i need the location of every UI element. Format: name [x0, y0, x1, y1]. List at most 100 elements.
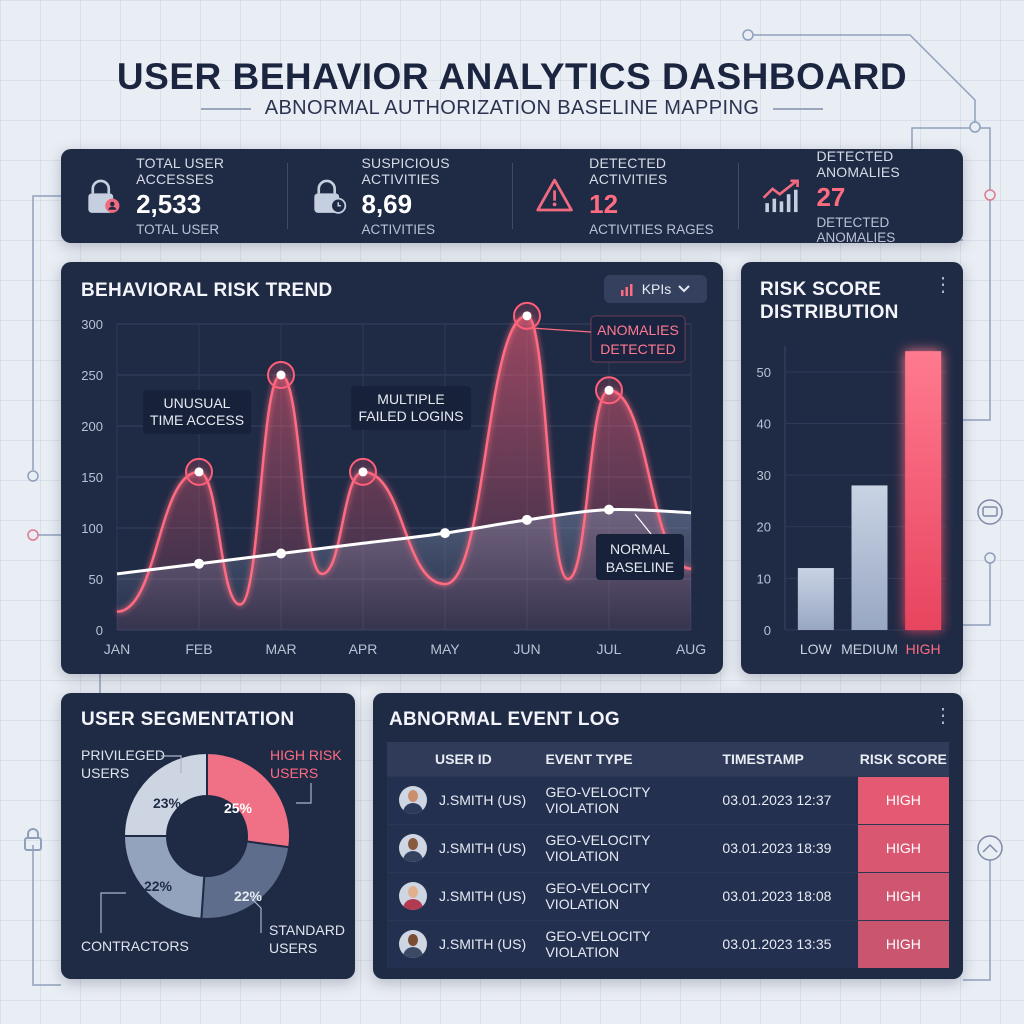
kpi-sub: ACTIVITIES	[361, 222, 435, 237]
kpi-label: DETECTED ACTIVITIES	[589, 155, 668, 187]
baseline-point	[604, 504, 614, 515]
avatar	[399, 786, 427, 814]
kpi-value: 27	[816, 181, 846, 212]
column-header-user-id[interactable]: USER ID	[387, 742, 534, 776]
baseline-point	[194, 558, 204, 569]
segment-label: USERS	[269, 940, 317, 956]
risk-distribution-panel: RISK SCORE DISTRIBUTION ⋮ 0 10 20 30 40 50 LO…	[741, 262, 963, 674]
x-tick-label: JUN	[513, 641, 540, 657]
segment-label: CONTRACTORS	[81, 938, 189, 954]
kpi-sub: DETECTED ANOMALIES	[816, 214, 896, 245]
table-row[interactable]: J.SMITH (US) GEO-VELOCITY VIOLATION 03.0…	[387, 823, 949, 872]
risk-trend-chart: 0 50 100 150 200 250 300 JAN FEB MAR APR MAY JUN JUL…	[81, 301, 706, 657]
x-tick-label: LOW	[800, 641, 833, 657]
avatar	[399, 930, 427, 959]
annotation-text: FAILED LOGINS	[358, 408, 463, 424]
table-row[interactable]: J.SMITH (US) GEO-VELOCITY VIOLATION 03.0…	[387, 871, 949, 920]
y-tick-label: 200	[81, 419, 103, 434]
risk-distribution-title-line: DISTRIBUTION	[760, 302, 899, 323]
kpi-label: DETECTED ANOMALIES	[816, 147, 900, 180]
segment-label: USERS	[81, 765, 129, 781]
anomaly-peak-point	[604, 385, 614, 395]
column-header-event-type[interactable]: EVENT TYPE	[533, 742, 711, 776]
y-tick-label: 50	[757, 365, 771, 380]
column-header-risk-score[interactable]: RISK SCORE	[857, 742, 949, 776]
kpi-detected-anomalies[interactable]: DETECTED ANOMALIES 27 DETECTED ANOMALIES	[737, 147, 964, 245]
kpi-suspicious-activities[interactable]: SUSPICIOUS ACTIVITIES 8,69 ACTIVITIES	[286, 149, 513, 243]
anomaly-peak-point	[276, 370, 286, 380]
y-tick-label: 0	[96, 623, 103, 638]
lock-clock-icon	[313, 179, 346, 214]
donut-hole	[167, 796, 247, 876]
user-segmentation-panel: USER SEGMENTATION PRIVILEGED USERS HIGH …	[61, 693, 355, 979]
x-tick-label: APR	[349, 641, 378, 657]
bar-medium[interactable]	[851, 485, 888, 630]
risk-score-badge: HIGH	[857, 919, 949, 968]
annotation-multiple-failed-logins: MULTIPLE FAILED LOGINS	[351, 386, 471, 430]
segment-label: PRIVILEGED	[81, 747, 165, 763]
y-tick-label: 300	[81, 317, 103, 332]
subtitle-rule-left	[200, 107, 251, 110]
y-tick-label: 0	[764, 623, 771, 638]
more-options-icon[interactable]: ⋮	[933, 705, 953, 727]
donut-slice[interactable]	[122, 751, 208, 837]
kpi-value: 2,533	[136, 189, 202, 219]
page-title: USER BEHAVIOR ANALYTICS DASHBOARD	[116, 56, 908, 97]
event-log-title: ABNORMAL EVENT LOG	[389, 709, 620, 730]
risk-trend-panel: BEHAVIORAL RISK TREND KPIs	[61, 262, 723, 674]
y-tick-label: 20	[757, 520, 771, 535]
event-type: GEO-VELOCITY VIOLATION	[533, 823, 711, 872]
column-header-timestamp[interactable]: TIMESTAMP	[710, 742, 858, 776]
bar-high[interactable]	[905, 351, 942, 630]
user-id: J.SMITH (US)	[439, 792, 527, 808]
risk-distribution-title-line: RISK SCORE	[760, 279, 882, 300]
kpis-dropdown[interactable]: KPIs	[604, 275, 707, 303]
kpi-total-user-accesses[interactable]: TOTAL USER ACCESSES 2,533 TOTAL USER	[61, 149, 287, 243]
annotation-text: DETECTED	[600, 341, 675, 357]
risk-score-badge: HIGH	[857, 775, 949, 824]
kpi-detected-activities[interactable]: DETECTED ACTIVITIES 12 ACTIVITIES RAGES	[512, 149, 738, 243]
table-row[interactable]: J.SMITH (US) GEO-VELOCITY VIOLATION 03.0…	[387, 775, 949, 824]
risk-score-badge: HIGH	[857, 823, 949, 872]
x-tick-label: AUG	[676, 641, 706, 657]
kpi-label: TOTAL USER ACCESSES	[136, 155, 225, 187]
baseline-point	[522, 514, 532, 525]
user-id: J.SMITH (US)	[439, 936, 527, 953]
x-tick-label: JAN	[104, 641, 130, 657]
avatar	[399, 882, 427, 910]
x-tick-label: MEDIUM	[841, 641, 898, 657]
x-tick-label: MAY	[430, 641, 460, 657]
y-tick-label: 50	[89, 572, 103, 587]
risk-score-badge: HIGH	[857, 871, 949, 920]
segment-label: HIGH RISK	[270, 747, 342, 763]
bar-low[interactable]	[797, 568, 834, 630]
anomaly-peak-point	[522, 311, 532, 321]
risk-trend-title: BEHAVIORAL RISK TREND	[81, 280, 333, 301]
x-tick-label: FEB	[185, 641, 212, 657]
trend-up-icon	[762, 179, 799, 213]
y-tick-label: 40	[757, 416, 771, 431]
y-tick-label: 250	[81, 368, 103, 383]
annotation-text: ANOMALIES	[597, 322, 679, 338]
x-tick-label: MAR	[265, 641, 296, 657]
user-id: J.SMITH (US)	[439, 888, 527, 904]
x-tick-label: HIGH	[906, 641, 941, 657]
segment-pct: 23%	[153, 795, 182, 811]
timestamp: 03.01.2023 12:37	[710, 775, 858, 824]
table-row[interactable]: J.SMITH (US) GEO-VELOCITY VIOLATION 03.0…	[387, 919, 949, 968]
page-subtitle: ABNORMAL AUTHORIZATION BASELINE MAPPING	[264, 97, 760, 119]
kpi-sub: TOTAL USER	[136, 222, 220, 237]
bar-chart-icon	[620, 284, 633, 296]
segment-pct: 22%	[234, 888, 263, 904]
subtitle-row: ABNORMAL AUTHORIZATION BASELINE MAPPING	[0, 97, 1024, 120]
annotation-text: MULTIPLE	[377, 391, 444, 407]
event-log-panel: ABNORMAL EVENT LOG ⋮ USER ID EVENT TYPE …	[373, 693, 963, 979]
annotation-text: UNUSUAL	[164, 395, 231, 411]
warning-icon	[536, 178, 573, 212]
kpi-value: 8,69	[361, 189, 413, 219]
x-tick-label: JUL	[597, 641, 622, 657]
y-tick-label: 100	[81, 521, 103, 536]
annotation-text: BASELINE	[606, 559, 674, 575]
annotation-text: NORMAL	[610, 541, 670, 557]
chevron-down-icon	[678, 285, 690, 293]
